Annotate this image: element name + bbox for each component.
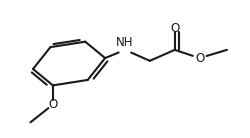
Text: NH: NH (116, 35, 134, 49)
Text: O: O (195, 52, 204, 65)
Text: O: O (170, 22, 179, 34)
Text: O: O (48, 98, 58, 111)
